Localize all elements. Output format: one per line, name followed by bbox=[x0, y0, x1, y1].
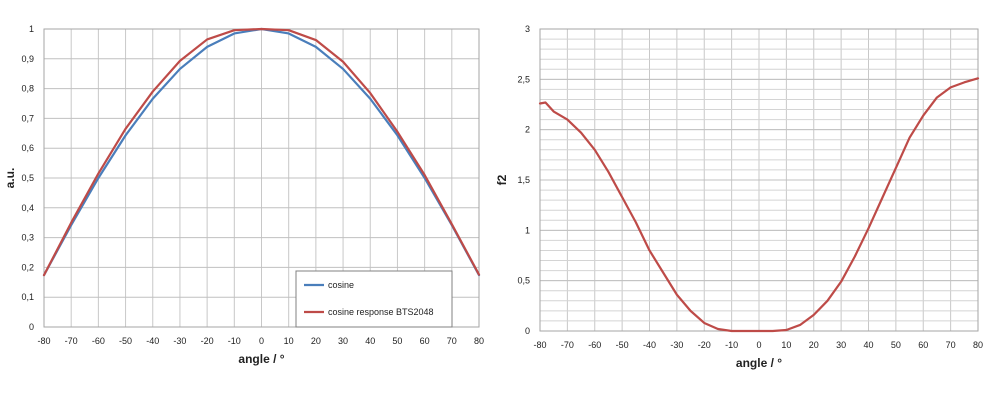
legend-label: cosine response BTS2048 bbox=[328, 307, 434, 317]
y-axis-title: a.u. bbox=[3, 168, 17, 189]
x-tick-label: -60 bbox=[92, 336, 105, 346]
y-tick-label: 1,5 bbox=[517, 175, 530, 185]
x-tick-label: 60 bbox=[918, 340, 928, 350]
x-tick-label: 0 bbox=[259, 336, 264, 346]
x-tick-label: 30 bbox=[836, 340, 846, 350]
y-tick-label: 0 bbox=[525, 326, 530, 336]
y-tick-label: 2,5 bbox=[517, 74, 530, 84]
x-tick-label: -50 bbox=[119, 336, 132, 346]
y-tick-label: 0,3 bbox=[21, 233, 34, 243]
x-tick-label: -40 bbox=[146, 336, 159, 346]
x-tick-label: 20 bbox=[311, 336, 321, 346]
x-tick-label: -30 bbox=[173, 336, 186, 346]
x-tick-label: -20 bbox=[201, 336, 214, 346]
y-tick-label: 0,7 bbox=[21, 113, 34, 123]
y-tick-label: 3 bbox=[525, 24, 530, 34]
x-tick-label: -50 bbox=[616, 340, 629, 350]
y-tick-label: 0,1 bbox=[21, 292, 34, 302]
cosine-response-chart: -80 -70 -60 -50 -40 -30 -20 -10 0 10 20 30 40 50 60 70 8… bbox=[3, 24, 484, 366]
y-tick-label: 0,5 bbox=[21, 173, 34, 183]
x-tick-label: 70 bbox=[447, 336, 457, 346]
legend-box bbox=[295, 270, 453, 328]
x-tick-label: -80 bbox=[37, 336, 50, 346]
y-tick-label: 0,8 bbox=[21, 84, 34, 94]
x-tick-label: 0 bbox=[756, 340, 761, 350]
series-line-cosine-response-bts2048 bbox=[42, 27, 481, 277]
y-tick-label: 1 bbox=[525, 225, 530, 235]
x-tick-label: -60 bbox=[588, 340, 601, 350]
x-tick-label: 40 bbox=[365, 336, 375, 346]
x-tick-label: -80 bbox=[533, 340, 546, 350]
x-tick-label: 20 bbox=[809, 340, 819, 350]
x-tick-label: -70 bbox=[65, 336, 78, 346]
f2-error-chart: -80 -70 -60 -50 -40 -30 -20 -10 0 10 20 30 40 50 60 70 8… bbox=[495, 24, 983, 370]
x-tick-label: -10 bbox=[725, 340, 738, 350]
y-tick-label: 0,9 bbox=[21, 54, 34, 64]
x-tick-label: -30 bbox=[670, 340, 683, 350]
legend: cosine cosine response BTS2048 bbox=[295, 270, 453, 328]
y-tick-label: 1 bbox=[29, 24, 34, 34]
y-tick-label: 0,6 bbox=[21, 143, 34, 153]
x-tick-label: -20 bbox=[698, 340, 711, 350]
y-tick-label: 0 bbox=[29, 322, 34, 332]
x-tick-label: 80 bbox=[973, 340, 983, 350]
y-tick-label: 0,4 bbox=[21, 203, 34, 213]
x-tick-label: -10 bbox=[228, 336, 241, 346]
y-axis-title: f2 bbox=[495, 174, 509, 185]
x-tick-label: 60 bbox=[420, 336, 430, 346]
series-line-f2 bbox=[538, 77, 980, 333]
x-tick-label: 30 bbox=[338, 336, 348, 346]
y-tick-label: 0,5 bbox=[517, 276, 530, 286]
legend-label: cosine bbox=[328, 280, 354, 290]
x-tick-label: 10 bbox=[284, 336, 294, 346]
x-tick-label: 50 bbox=[891, 340, 901, 350]
x-tick-label: -70 bbox=[561, 340, 574, 350]
x-tick-label: 10 bbox=[781, 340, 791, 350]
y-tick-label: 2 bbox=[525, 125, 530, 135]
x-tick-label: 50 bbox=[392, 336, 402, 346]
x-tick-label: 40 bbox=[863, 340, 873, 350]
x-tick-label: 70 bbox=[946, 340, 956, 350]
x-axis-title: angle / ° bbox=[238, 352, 284, 366]
x-tick-label: 80 bbox=[474, 336, 484, 346]
y-tick-label: 0,2 bbox=[21, 262, 34, 272]
x-axis-title: angle / ° bbox=[736, 356, 782, 370]
x-tick-label: -40 bbox=[643, 340, 656, 350]
